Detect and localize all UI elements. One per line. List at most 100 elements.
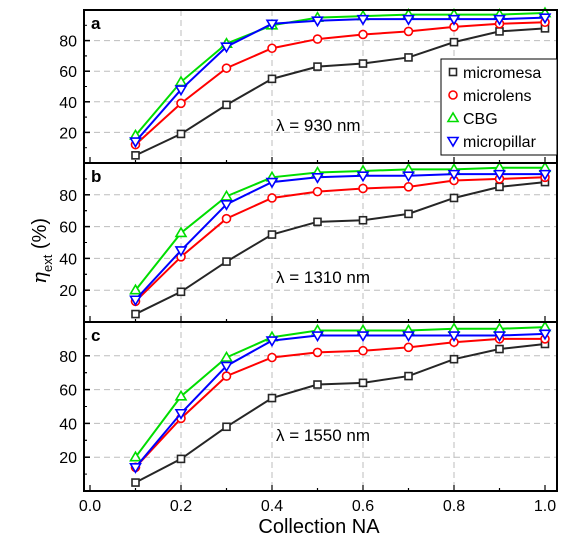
data-point-micropillar: [311, 173, 324, 184]
plot-frame: [83, 321, 558, 492]
x-axis-label: Collection NA: [258, 516, 380, 538]
wavelength-annotation: λ = 1310 nm: [276, 268, 370, 287]
y-tick-label: 80: [59, 188, 77, 205]
panel-label: a: [91, 14, 101, 33]
data-point-micropillar: [402, 331, 415, 343]
x-tick-label: 0.4: [261, 498, 283, 515]
legend: micromesa microlens CBG micropillar: [440, 58, 558, 156]
data-point-micropillar: [447, 14, 461, 26]
panel-label: c: [91, 326, 100, 345]
data-point-micropillar: [356, 171, 370, 183]
data-point-micropillar: [493, 331, 506, 343]
series-line-microlens: [134, 21, 546, 146]
panel-c: 20 40 60 80 0.0 0.2 0.4 0.6 0.8 1.0 c λ = 1550 nm: [59, 320, 558, 515]
legend-marker-micropillar: [446, 136, 460, 148]
wavelength-annotation: λ = 930 nm: [276, 116, 361, 135]
data-point-micropillar: [174, 85, 188, 97]
data-point-micropillar: [493, 14, 506, 26]
data-point-micromesa: [267, 393, 277, 403]
data-point-microlens: [403, 26, 414, 37]
y-tick-label: 20: [59, 125, 77, 142]
plot-frame: [83, 162, 558, 323]
data-point-micropillar: [356, 14, 370, 26]
series-line-micromesa: [135, 27, 546, 157]
data-point-micropillar: [311, 331, 324, 343]
data-point-micropillar: [265, 177, 279, 189]
x-tick-label: 0.6: [352, 498, 374, 515]
data-point-micropillar: [447, 169, 461, 181]
data-point-micromesa: [176, 287, 186, 297]
data-point-micromesa: [449, 37, 459, 47]
legend-marker-CBG: [446, 111, 460, 123]
data-point-micropillar: [493, 169, 506, 181]
series-micromesa: [131, 24, 550, 160]
data-point-microlens: [358, 345, 368, 356]
data-point-CBG: [174, 389, 188, 401]
legend-label-microlens: microlens: [463, 88, 531, 105]
y-axis-label: ηext (%): [27, 218, 55, 284]
data-point-CBG: [220, 189, 233, 201]
panel-label: b: [91, 167, 101, 186]
data-point-micropillar: [402, 171, 415, 183]
data-point-micromesa: [131, 151, 140, 160]
series-line-micromesa: [135, 181, 546, 315]
data-point-micromesa: [404, 371, 413, 381]
series-micromesa: [131, 177, 550, 319]
data-point-micropillar: [402, 14, 415, 26]
data-point-micromesa: [449, 193, 459, 203]
series-micropillar: [129, 169, 552, 307]
data-point-CBG: [129, 283, 142, 295]
data-point-micropillar: [447, 331, 461, 343]
data-point-micromesa: [404, 53, 413, 62]
y-tick-label: 40: [59, 95, 77, 112]
data-point-microlens: [221, 213, 232, 224]
data-point-micromesa: [313, 380, 322, 389]
y-tick-label: 60: [59, 383, 77, 400]
legend-label-micromesa: micromesa: [463, 65, 541, 82]
data-point-micromesa: [313, 62, 322, 71]
data-point-micromesa: [222, 257, 231, 266]
data-point-micromesa: [358, 215, 368, 225]
data-point-micromesa: [267, 74, 277, 84]
panel-a: 20 40 60 80 a λ = 930 nm micromesa microlens CBG…: [59, 6, 558, 164]
y-axis-symbol: η: [27, 272, 51, 284]
data-point-micromesa: [449, 354, 459, 364]
y-axis-subscript: ext: [40, 254, 55, 272]
data-point-micromesa: [358, 378, 368, 388]
data-point-micromesa: [495, 182, 504, 192]
data-point-micropillar: [265, 19, 279, 31]
series-micropillar: [129, 329, 552, 474]
data-point-micromesa: [131, 309, 140, 319]
series-line-micropillar: [134, 173, 545, 301]
legend-label-micropillar: micropillar: [463, 134, 537, 151]
x-tick-label: 0.0: [79, 498, 101, 515]
data-point-micromesa: [222, 422, 231, 432]
y-tick-label: 80: [59, 349, 77, 366]
x-tick-label: 0.2: [170, 498, 192, 515]
data-point-micromesa: [495, 27, 504, 36]
data-point-micropillar: [265, 336, 279, 348]
y-tick-label: 20: [59, 283, 77, 300]
data-point-microlens: [221, 63, 232, 73]
data-point-microlens: [267, 352, 277, 363]
legend-marker-microlens: [448, 90, 458, 100]
data-point-micropillar: [538, 169, 552, 181]
data-point-micromesa: [313, 217, 322, 227]
series-line-CBG: [134, 12, 546, 137]
data-point-micromesa: [267, 230, 277, 239]
data-point-CBG: [220, 350, 233, 362]
grid: [84, 322, 557, 491]
y-tick-label: 80: [59, 34, 77, 51]
data-point-micropillar: [220, 42, 233, 54]
y-ticks: 20 40 60 80: [59, 24, 90, 149]
data-point-micromesa: [404, 209, 413, 219]
series-micropillar: [129, 13, 552, 149]
y-tick-label: 40: [59, 416, 77, 433]
data-point-microlens: [358, 29, 368, 40]
data-point-micromesa: [131, 478, 140, 487]
panel-b: 20 40 60 80 b λ = 1310 nm: [59, 161, 558, 323]
data-point-microlens: [403, 182, 414, 192]
series-line-micromesa: [135, 342, 546, 484]
data-point-micropillar: [220, 361, 233, 373]
y-tick-label: 60: [59, 64, 77, 81]
